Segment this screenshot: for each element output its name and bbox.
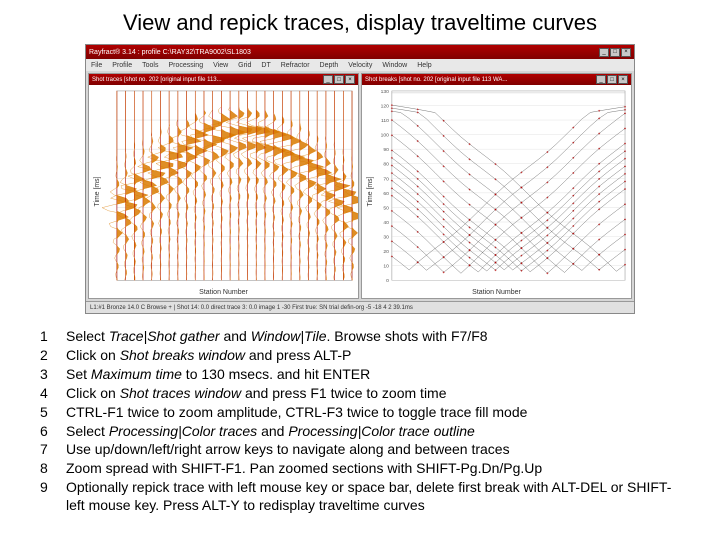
instruction-text: Zoom spread with SHIFT-F1. Pan zoomed se…: [66, 460, 680, 478]
panels-container: Shot traces [shot no. 202 [original inpu…: [86, 71, 634, 301]
svg-text:90: 90: [383, 147, 389, 153]
instruction-row: 2Click on Shot breaks window and press A…: [40, 347, 680, 365]
window-controls: _ □ ×: [599, 48, 631, 57]
menu-item[interactable]: Velocity: [348, 62, 372, 69]
instruction-row: 4Click on Shot traces window and press F…: [40, 385, 680, 403]
statusbar: L1:#1 Bronze 14.0 C Browse + | Shot 14: …: [86, 301, 634, 313]
svg-text:40: 40: [383, 220, 389, 226]
instruction-row: 6Select Processing|Color traces and Proc…: [40, 423, 680, 441]
menu-item[interactable]: Refractor: [281, 62, 310, 69]
panel-maximize-icon[interactable]: □: [334, 75, 344, 84]
instruction-number: 1: [40, 328, 66, 346]
menu-item[interactable]: Tools: [142, 62, 158, 69]
menu-item[interactable]: View: [213, 62, 228, 69]
instruction-number: 7: [40, 441, 66, 459]
instruction-text: Set Maximum time to 130 msecs. and hit E…: [66, 366, 680, 384]
instruction-row: 3Set Maximum time to 130 msecs. and hit …: [40, 366, 680, 384]
shot-traces-titlebar: Shot traces [shot no. 202 [original inpu…: [89, 74, 358, 85]
svg-text:100: 100: [381, 133, 390, 139]
svg-text:Time [ms]: Time [ms]: [367, 176, 374, 206]
close-icon[interactable]: ×: [621, 48, 631, 57]
maximize-icon[interactable]: □: [610, 48, 620, 57]
svg-text:20: 20: [383, 249, 389, 255]
panel-minimize-icon[interactable]: _: [323, 75, 333, 84]
panel-close-icon[interactable]: ×: [618, 75, 628, 84]
instruction-number: 9: [40, 479, 66, 515]
svg-text:Time [ms]: Time [ms]: [94, 176, 101, 206]
panel-minimize-icon[interactable]: _: [596, 75, 606, 84]
menu-item[interactable]: Window: [382, 62, 407, 69]
instruction-number: 3: [40, 366, 66, 384]
shot-breaks-panel[interactable]: Shot breaks [shot no. 202 [original inpu…: [361, 73, 632, 299]
instruction-text: Optionally repick trace with left mouse …: [66, 479, 680, 515]
svg-text:0: 0: [386, 278, 389, 284]
traces-x-label: Station Number: [89, 289, 358, 296]
instruction-number: 8: [40, 460, 66, 478]
app-window: Rayfract® 3.14 : profile C:\RAY32\TRA900…: [85, 44, 635, 314]
instruction-text: Use up/down/left/right arrow keys to nav…: [66, 441, 680, 459]
page-title: View and repick traces, display travelti…: [0, 0, 720, 44]
menu-item[interactable]: Grid: [238, 62, 251, 69]
svg-text:30: 30: [383, 235, 389, 241]
menubar: File Profile Tools Processing View Grid DT Refr…: [86, 59, 634, 71]
shot-traces-panel[interactable]: Shot traces [shot no. 202 [original inpu…: [88, 73, 359, 299]
instruction-text: Click on Shot breaks window and press AL…: [66, 347, 680, 365]
panel-close-icon[interactable]: ×: [345, 75, 355, 84]
menu-item[interactable]: Depth: [320, 62, 339, 69]
svg-text:80: 80: [383, 162, 389, 168]
menu-item[interactable]: Processing: [168, 62, 203, 69]
minimize-icon[interactable]: _: [599, 48, 609, 57]
instruction-number: 2: [40, 347, 66, 365]
svg-text:50: 50: [383, 205, 389, 211]
instruction-text: Select Processing|Color traces and Proce…: [66, 423, 680, 441]
shot-breaks-plot[interactable]: 0 10 20 30 40 50 60 70 80 90 100 110 120 130 Time [ms]…: [362, 85, 631, 298]
instruction-row: 9Optionally repick trace with left mouse…: [40, 479, 680, 515]
svg-text:110: 110: [381, 118, 389, 124]
shot-breaks-title-text: Shot breaks [shot no. 202 [original inpu…: [365, 77, 507, 83]
instruction-number: 5: [40, 404, 66, 422]
instruction-number: 4: [40, 385, 66, 403]
app-titlebar-text: Rayfract® 3.14 : profile C:\RAY32\TRA900…: [89, 49, 251, 56]
menu-item[interactable]: Profile: [112, 62, 132, 69]
menu-item[interactable]: File: [91, 62, 102, 69]
instruction-row: 8Zoom spread with SHIFT-F1. Pan zoomed s…: [40, 460, 680, 478]
instruction-text: CTRL-F1 twice to zoom amplitude, CTRL-F3…: [66, 404, 680, 422]
svg-text:10: 10: [383, 264, 389, 270]
shot-traces-plot[interactable]: Time [ms] Station Number: [89, 85, 358, 298]
breaks-x-label: Station Number: [362, 289, 631, 296]
app-titlebar: Rayfract® 3.14 : profile C:\RAY32\TRA900…: [86, 45, 634, 59]
instruction-row: 7Use up/down/left/right arrow keys to na…: [40, 441, 680, 459]
svg-text:120: 120: [381, 103, 390, 109]
svg-text:70: 70: [383, 176, 389, 182]
svg-text:130: 130: [381, 89, 390, 95]
menu-item[interactable]: Help: [417, 62, 431, 69]
instruction-number: 6: [40, 423, 66, 441]
instruction-row: 1Select Trace|Shot gather and Window|Til…: [40, 328, 680, 346]
menu-item[interactable]: DT: [261, 62, 270, 69]
instruction-text: Click on Shot traces window and press F1…: [66, 385, 680, 403]
svg-text:60: 60: [383, 191, 389, 197]
instructions-list: 1Select Trace|Shot gather and Window|Til…: [40, 328, 680, 515]
shot-traces-title-text: Shot traces [shot no. 202 [original inpu…: [92, 77, 222, 83]
panel-maximize-icon[interactable]: □: [607, 75, 617, 84]
instruction-row: 5CTRL-F1 twice to zoom amplitude, CTRL-F…: [40, 404, 680, 422]
shot-breaks-titlebar: Shot breaks [shot no. 202 [original inpu…: [362, 74, 631, 85]
instruction-text: Select Trace|Shot gather and Window|Tile…: [66, 328, 680, 346]
